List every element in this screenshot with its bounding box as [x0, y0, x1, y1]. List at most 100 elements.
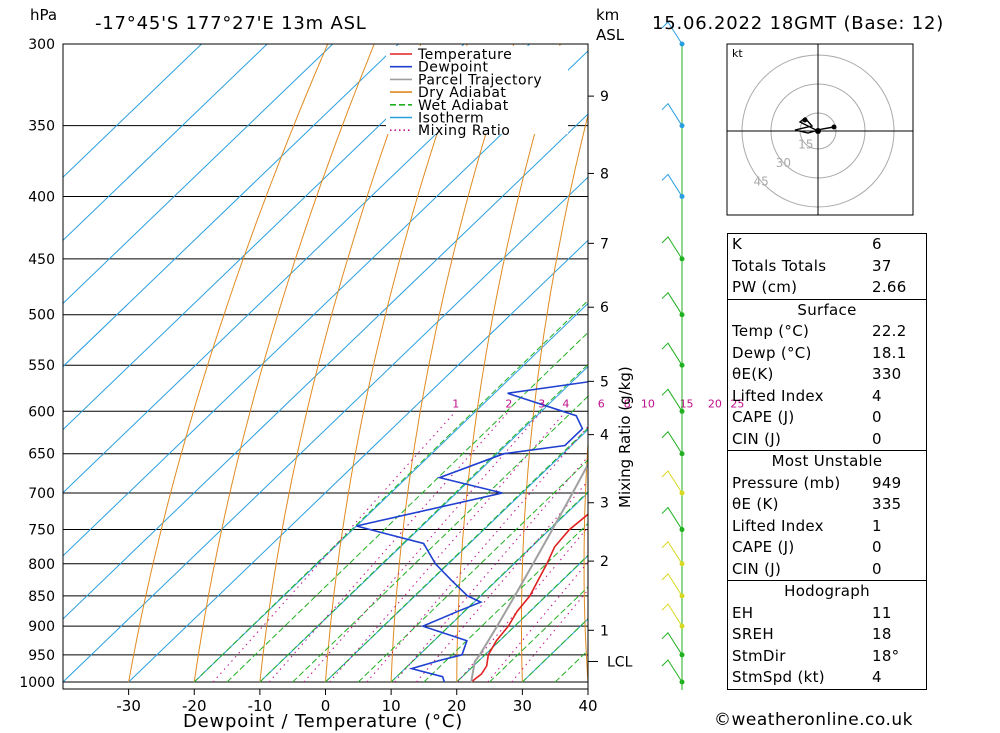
surface-row: Lifted Index 4: [728, 386, 926, 408]
wind-barb: [661, 603, 683, 627]
isobar-lines: [63, 43, 588, 683]
mixing-ratio-label: 1: [452, 397, 459, 410]
wind-profile: [661, 21, 685, 690]
isotherm-line: [63, 44, 202, 178]
isotherm-line: [63, 113, 588, 620]
hodograph-point: [802, 117, 808, 123]
hodograph-stat-row: SREH 18: [728, 624, 926, 646]
most-unstable-label: CAPE (J): [732, 538, 795, 556]
wind-barb: [661, 102, 683, 126]
km-tick-label: 9: [600, 89, 609, 105]
x-tick-label: 40: [578, 697, 597, 715]
surface-label: CAPE (J): [732, 408, 795, 426]
most-unstable-label: θE (K): [732, 495, 779, 513]
km-tick-label: 8: [600, 166, 609, 182]
pressure-tick-label: 950: [28, 648, 55, 664]
index-value: 2.66: [872, 278, 907, 296]
wind-barb: [661, 540, 683, 565]
index-value: 37: [872, 256, 892, 275]
x-tick-label: 10: [382, 697, 401, 715]
legend-entry: Dewpoint: [418, 60, 489, 76]
wet-adiabat-line: [226, 331, 588, 683]
x-tick-label: 20: [447, 697, 466, 715]
surface-title: Surface: [797, 300, 857, 319]
most-unstable-value: 0: [872, 559, 882, 578]
mixing-ratio-line: [268, 410, 510, 683]
surface-value: 330: [872, 365, 902, 383]
site-link[interactable]: weatheronline.co.uk: [731, 710, 914, 730]
most-unstable-value: 0: [872, 538, 882, 556]
pressure-tick-label: 800: [28, 557, 55, 573]
hodograph-ring-label: 30: [776, 156, 791, 170]
legend-entry: Mixing Ratio: [418, 123, 510, 139]
mixing-ratio-label: 8: [624, 397, 631, 410]
sounding-series: [356, 381, 588, 683]
index-label: K: [732, 235, 743, 253]
mixing-ratio-line: [303, 410, 543, 683]
x-tick-label: 0: [321, 697, 331, 715]
x-tick-label: 30: [513, 697, 532, 715]
pressure-tick-label: 1000: [19, 675, 55, 691]
x-tick-label: -20: [182, 697, 207, 715]
pressure-tick-label: 750: [28, 523, 55, 539]
x-axis-label: Dewpoint / Temperature (°C): [183, 711, 463, 732]
km-tick-label: 5: [600, 374, 609, 390]
dry-adiabat-line: [520, 113, 588, 683]
x-tick-label: -30: [116, 697, 141, 715]
dry-adiabat-line: [583, 437, 588, 683]
most-unstable-box: Most Unstable Pressure (mb) 949 θE (K) 335 Li…: [727, 451, 927, 581]
pressure-tick-label: 600: [28, 404, 55, 420]
pressure-tick-label: 450: [28, 252, 55, 268]
dry-adiabat-line: [193, 44, 375, 683]
wet-adiabat-line: [357, 459, 588, 683]
hodograph-stat-label: StmDir: [732, 646, 786, 665]
indices-panel: K 6 Totals Totals 37 PW (cm) 2.66 Surface Temp…: [727, 233, 927, 690]
most-unstable-row: Pressure (mb) 949: [728, 473, 926, 495]
km-tick-label: 6: [600, 300, 609, 316]
isotherm-line: [63, 44, 465, 431]
dry-adiabat-line: [922, 44, 982, 682]
surface-label: Dewp (°C): [732, 343, 812, 362]
mixing-ratio-label: 15: [680, 397, 694, 410]
isotherm-line: [63, 50, 588, 557]
most-unstable-row: θE (K) 335: [728, 494, 926, 516]
hodograph: kt 15 30 45: [726, 43, 914, 216]
hodograph-stat-row: StmSpd (kt) 4: [728, 667, 926, 689]
dry-adiabat-line: [645, 44, 700, 682]
dry-adiabat-line: [128, 44, 329, 683]
km-tick-label: 7: [600, 236, 609, 252]
wind-barb: [661, 573, 683, 597]
surface-value: 4: [872, 386, 882, 405]
hodograph-stat-label: StmSpd (kt): [732, 668, 825, 686]
series-dewpoint: [356, 381, 588, 683]
index-row: PW (cm) 2.66: [728, 277, 926, 299]
mixing-ratio-label: 6: [598, 397, 605, 410]
pressure-tick-label: 700: [28, 486, 55, 502]
surface-value: 0: [872, 429, 882, 448]
most-unstable-label: Pressure (mb): [732, 473, 841, 492]
surface-label: Lifted Index: [732, 386, 824, 405]
hodograph-stat-label: SREH: [732, 625, 774, 643]
legend-entry: Isotherm: [418, 111, 484, 127]
wind-barb: [661, 173, 683, 197]
km-tick-label: 4: [600, 428, 609, 444]
mixing-ratio-line: [487, 561, 588, 683]
pressure-tick-label: 850: [28, 589, 55, 605]
hodograph-stat-value: 18: [872, 625, 892, 643]
surface-box: Surface Temp (°C) 22.2 Dewp (°C) 18.1 θE(K) 33…: [727, 299, 927, 451]
wet-adiabat-line: [193, 299, 588, 683]
most-unstable-label: Lifted Index: [732, 516, 824, 535]
dry-adiabat-line: [973, 44, 1000, 682]
isotherm-line: [259, 365, 588, 683]
hodograph-ring-label: 15: [798, 137, 813, 151]
mixing-ratio-axis-label: Mixing Ratio (g/kg): [616, 366, 634, 508]
km-tick-label: 3: [600, 496, 609, 512]
wet-adiabat-line: [456, 554, 588, 683]
dry-adiabat-line: [325, 44, 468, 683]
wind-barb: [661, 659, 683, 683]
surface-value: 22.2: [872, 322, 907, 340]
km-tick-label: 1: [600, 623, 609, 639]
mixing-ratio-label: 2: [505, 397, 512, 410]
